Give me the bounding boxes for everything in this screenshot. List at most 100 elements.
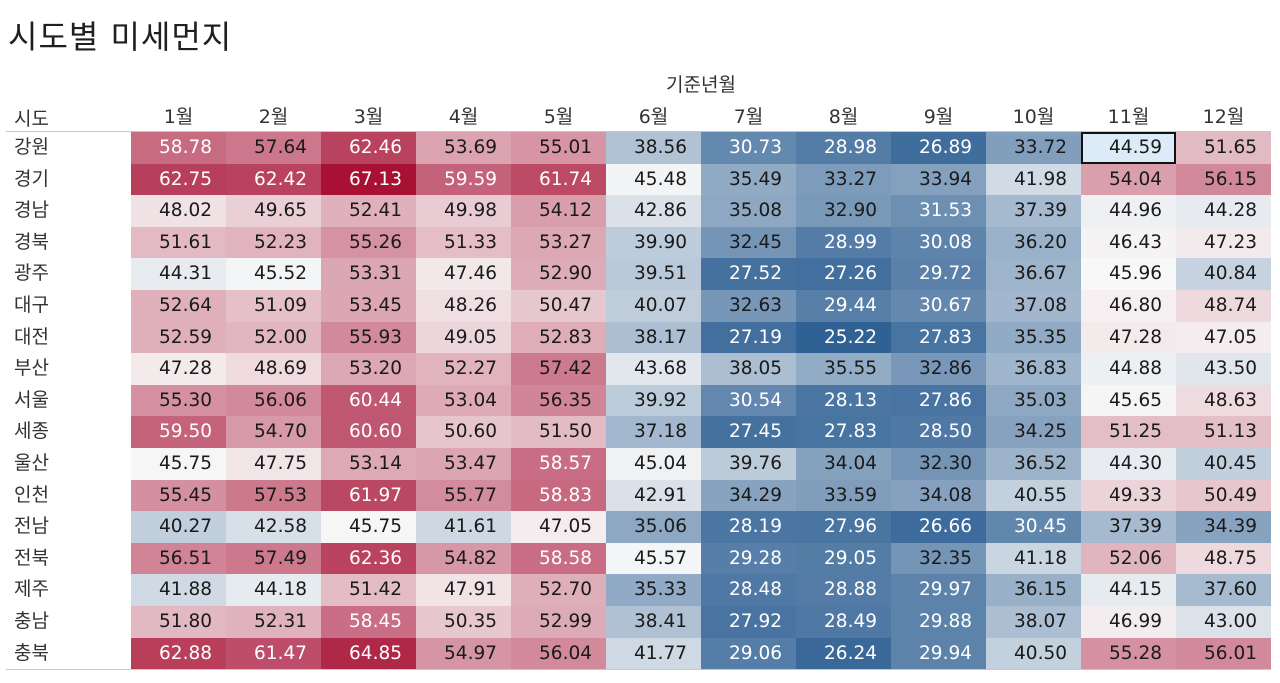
heatmap-cell[interactable]: 58.57 <box>511 448 606 480</box>
heatmap-cell[interactable]: 34.29 <box>701 479 796 512</box>
heatmap-cell[interactable]: 52.64 <box>131 290 226 322</box>
heatmap-cell[interactable]: 33.59 <box>796 479 891 512</box>
heatmap-cell[interactable]: 27.83 <box>891 321 986 354</box>
heatmap-cell[interactable]: 44.28 <box>1176 195 1271 227</box>
heatmap-cell[interactable]: 61.74 <box>511 163 606 196</box>
heatmap-cell[interactable]: 28.88 <box>796 574 891 606</box>
heatmap-cell[interactable]: 35.55 <box>796 353 891 385</box>
heatmap-cell[interactable]: 44.31 <box>131 258 226 290</box>
heatmap-cell[interactable]: 62.88 <box>131 637 226 670</box>
heatmap-cell[interactable]: 62.75 <box>131 163 226 196</box>
heatmap-cell[interactable]: 27.26 <box>796 258 891 290</box>
heatmap-cell[interactable]: 27.86 <box>891 384 986 417</box>
heatmap-cell[interactable]: 60.60 <box>321 416 416 448</box>
heatmap-cell[interactable]: 43.68 <box>606 353 701 385</box>
heatmap-cell[interactable]: 50.35 <box>416 606 511 638</box>
heatmap-cell[interactable]: 38.41 <box>606 606 701 638</box>
heatmap-cell[interactable]: 55.77 <box>416 479 511 512</box>
heatmap-cell[interactable]: 59.59 <box>416 163 511 196</box>
heatmap-cell[interactable]: 48.75 <box>1176 542 1271 575</box>
heatmap-cell[interactable]: 39.76 <box>701 448 796 480</box>
heatmap-cell[interactable]: 45.96 <box>1081 258 1176 290</box>
heatmap-cell[interactable]: 58.45 <box>321 606 416 638</box>
heatmap-cell[interactable]: 44.88 <box>1081 353 1176 385</box>
heatmap-cell[interactable]: 52.31 <box>226 606 321 638</box>
heatmap-cell[interactable]: 53.04 <box>416 384 511 417</box>
heatmap-cell[interactable]: 61.97 <box>321 479 416 512</box>
heatmap-cell[interactable]: 51.61 <box>131 226 226 259</box>
heatmap-cell[interactable]: 36.15 <box>986 574 1081 606</box>
heatmap-cell[interactable]: 46.80 <box>1081 290 1176 322</box>
heatmap-cell[interactable]: 48.02 <box>131 195 226 227</box>
heatmap-cell[interactable]: 54.12 <box>511 195 606 227</box>
heatmap-cell[interactable]: 26.24 <box>796 637 891 670</box>
heatmap-cell[interactable]: 28.13 <box>796 384 891 417</box>
heatmap-cell[interactable]: 37.39 <box>1081 511 1176 543</box>
heatmap-cell[interactable]: 56.04 <box>511 637 606 670</box>
heatmap-cell[interactable]: 32.86 <box>891 353 986 385</box>
heatmap-cell[interactable]: 44.30 <box>1081 448 1176 480</box>
heatmap-cell[interactable]: 36.20 <box>986 226 1081 259</box>
heatmap-cell[interactable]: 29.28 <box>701 542 796 575</box>
heatmap-cell[interactable]: 38.05 <box>701 353 796 385</box>
heatmap-cell[interactable]: 28.98 <box>796 132 891 164</box>
heatmap-cell[interactable]: 28.48 <box>701 574 796 606</box>
heatmap-cell[interactable]: 29.94 <box>891 637 986 670</box>
heatmap-cell[interactable]: 45.75 <box>321 511 416 543</box>
heatmap-cell[interactable]: 49.98 <box>416 195 511 227</box>
heatmap-cell[interactable]: 46.43 <box>1081 226 1176 259</box>
heatmap-cell[interactable]: 31.53 <box>891 195 986 227</box>
heatmap-cell[interactable]: 57.42 <box>511 353 606 385</box>
heatmap-cell[interactable]: 53.45 <box>321 290 416 322</box>
heatmap-cell[interactable]: 45.75 <box>131 448 226 480</box>
heatmap-cell[interactable]: 48.26 <box>416 290 511 322</box>
heatmap-cell[interactable]: 58.83 <box>511 479 606 512</box>
heatmap-cell[interactable]: 34.08 <box>891 479 986 512</box>
heatmap-cell[interactable]: 44.59 <box>1081 132 1176 164</box>
heatmap-cell[interactable]: 30.73 <box>701 132 796 164</box>
heatmap-cell[interactable]: 53.47 <box>416 448 511 480</box>
heatmap-cell[interactable]: 28.49 <box>796 606 891 638</box>
heatmap-cell[interactable]: 61.47 <box>226 637 321 670</box>
heatmap-cell[interactable]: 67.13 <box>321 163 416 196</box>
heatmap-cell[interactable]: 55.93 <box>321 321 416 354</box>
heatmap-cell[interactable]: 54.82 <box>416 542 511 575</box>
heatmap-cell[interactable]: 40.84 <box>1176 258 1271 290</box>
heatmap-cell[interactable]: 51.50 <box>511 416 606 448</box>
heatmap-cell[interactable]: 41.77 <box>606 637 701 670</box>
heatmap-cell[interactable]: 34.04 <box>796 448 891 480</box>
heatmap-cell[interactable]: 55.01 <box>511 132 606 164</box>
heatmap-cell[interactable]: 27.96 <box>796 511 891 543</box>
heatmap-cell[interactable]: 32.35 <box>891 542 986 575</box>
heatmap-cell[interactable]: 38.07 <box>986 606 1081 638</box>
heatmap-cell[interactable]: 40.45 <box>1176 448 1271 480</box>
heatmap-cell[interactable]: 58.78 <box>131 132 226 164</box>
heatmap-cell[interactable]: 26.89 <box>891 132 986 164</box>
heatmap-cell[interactable]: 57.53 <box>226 479 321 512</box>
heatmap-cell[interactable]: 51.13 <box>1176 416 1271 448</box>
heatmap-cell[interactable]: 42.91 <box>606 479 701 512</box>
heatmap-cell[interactable]: 50.47 <box>511 290 606 322</box>
heatmap-cell[interactable]: 32.90 <box>796 195 891 227</box>
heatmap-cell[interactable]: 44.18 <box>226 574 321 606</box>
heatmap-cell[interactable]: 30.45 <box>986 511 1081 543</box>
heatmap-cell[interactable]: 47.05 <box>1176 321 1271 354</box>
heatmap-cell[interactable]: 62.42 <box>226 163 321 196</box>
heatmap-cell[interactable]: 45.65 <box>1081 384 1176 417</box>
heatmap-cell[interactable]: 36.52 <box>986 448 1081 480</box>
heatmap-cell[interactable]: 47.05 <box>511 511 606 543</box>
heatmap-cell[interactable]: 54.97 <box>416 637 511 670</box>
heatmap-cell[interactable]: 51.33 <box>416 226 511 259</box>
heatmap-cell[interactable]: 57.64 <box>226 132 321 164</box>
heatmap-cell[interactable]: 56.35 <box>511 384 606 417</box>
heatmap-cell[interactable]: 55.28 <box>1081 637 1176 670</box>
heatmap-cell[interactable]: 28.99 <box>796 226 891 259</box>
heatmap-cell[interactable]: 56.06 <box>226 384 321 417</box>
heatmap-cell[interactable]: 40.07 <box>606 290 701 322</box>
heatmap-cell[interactable]: 29.44 <box>796 290 891 322</box>
heatmap-cell[interactable]: 40.55 <box>986 479 1081 512</box>
heatmap-cell[interactable]: 57.49 <box>226 542 321 575</box>
heatmap-cell[interactable]: 54.70 <box>226 416 321 448</box>
heatmap-cell[interactable]: 30.08 <box>891 226 986 259</box>
heatmap-cell[interactable]: 29.05 <box>796 542 891 575</box>
